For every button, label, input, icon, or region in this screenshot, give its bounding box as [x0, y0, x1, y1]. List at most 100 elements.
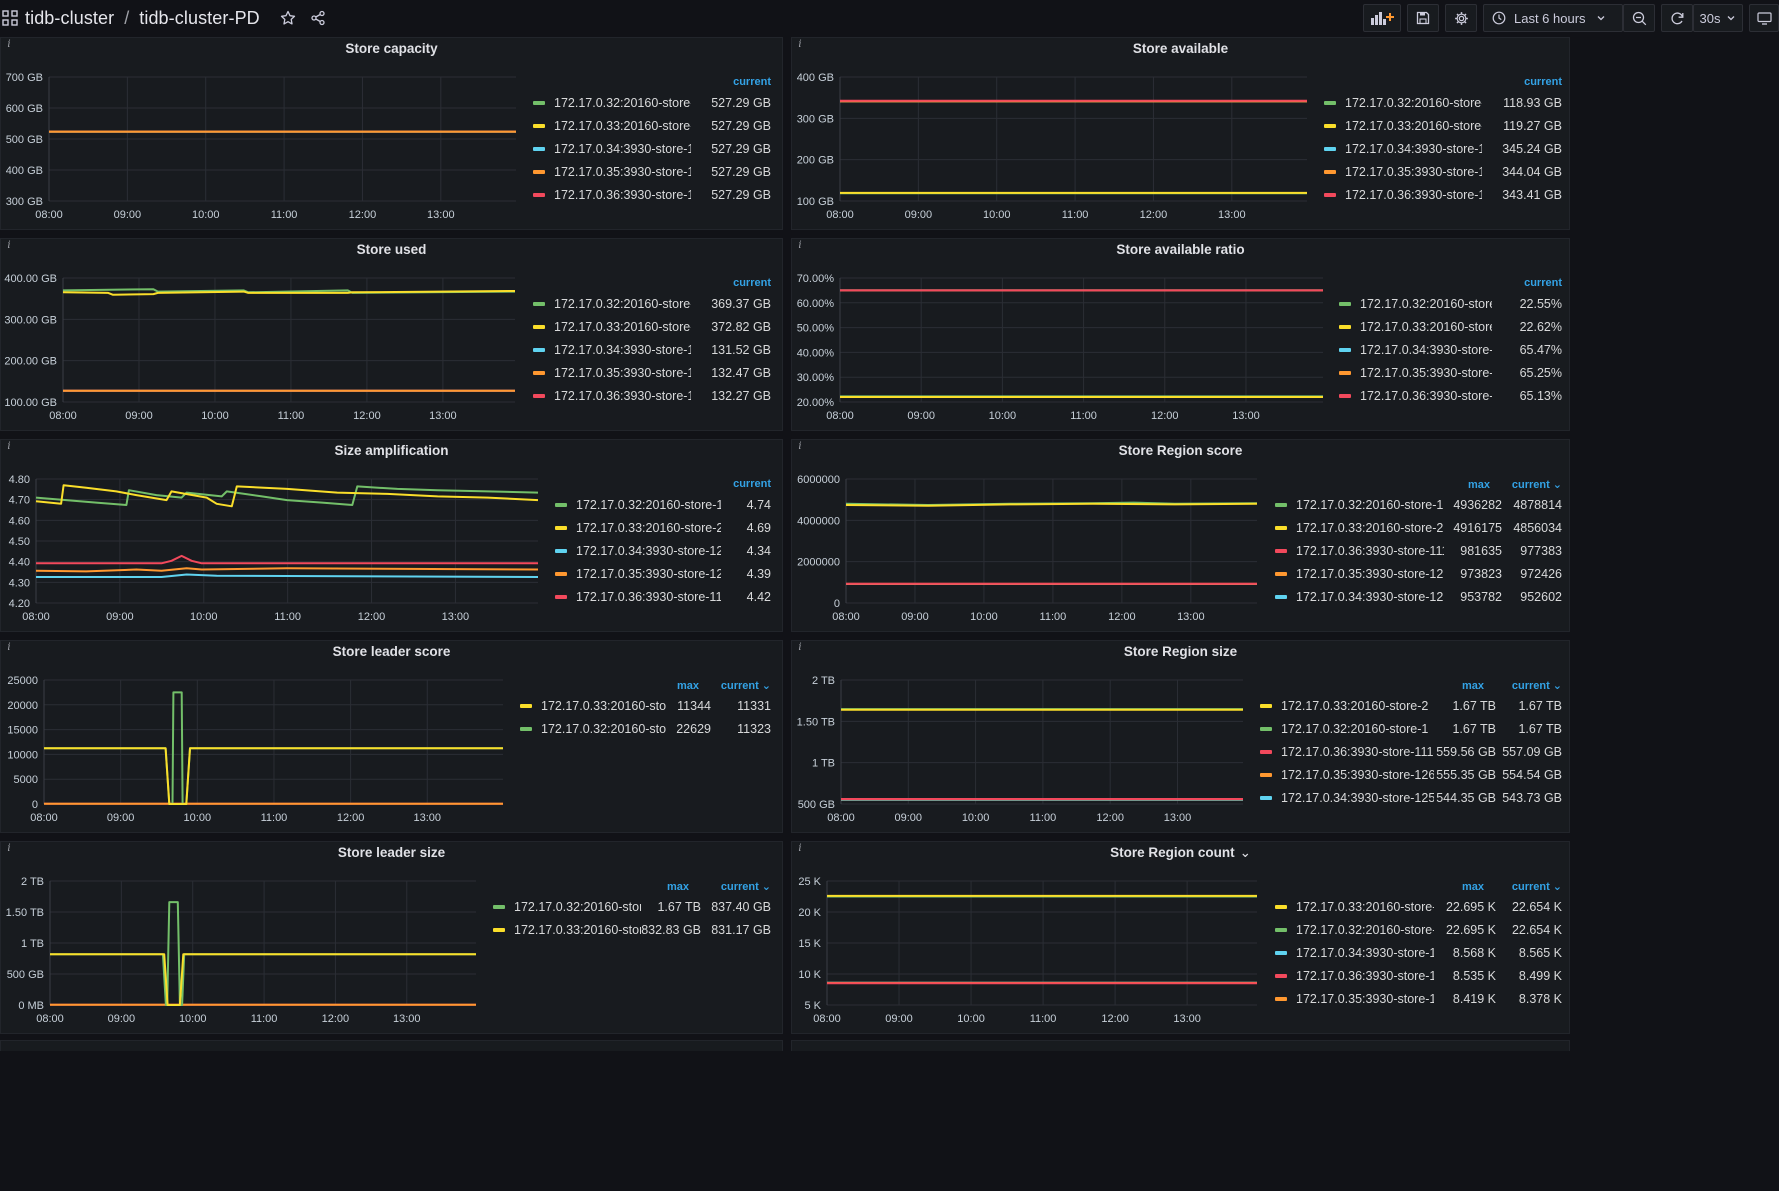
- panel-info-icon[interactable]: i: [7, 240, 11, 251]
- legend-item[interactable]: 172.17.0.35:3930-store-126 8.419 K 8.378 K: [1275, 989, 1562, 1009]
- panel-info-icon[interactable]: i: [798, 642, 802, 653]
- star-icon[interactable]: [278, 8, 298, 28]
- legend-column-current[interactable]: current ⌄: [699, 679, 771, 692]
- panel-title[interactable]: Store capacity: [1, 41, 782, 56]
- panel-title[interactable]: Store used: [1, 242, 782, 257]
- panel-info-icon[interactable]: i: [7, 39, 11, 50]
- legend-item[interactable]: 172.17.0.36:3930-store-111384 65.13%: [1339, 386, 1562, 406]
- panel-title[interactable]: Store Region count ⌄: [792, 845, 1569, 861]
- legend-color-swatch[interactable]: [1324, 170, 1336, 174]
- legend-color-swatch[interactable]: [555, 503, 567, 507]
- legend-item[interactable]: 172.17.0.34:3930-store-125 4.34: [555, 541, 771, 561]
- panel-title[interactable]: Size amplification: [1, 443, 782, 458]
- legend-item[interactable]: 172.17.0.36:3930-store-111384 527.29 GB: [533, 185, 771, 205]
- add-panel-button[interactable]: [1363, 4, 1401, 32]
- legend-color-swatch[interactable]: [533, 348, 545, 352]
- graph-plot[interactable]: 25 K 20 K 15 K 10 K 5 K08:00 09:00 10:00 11:00 1…: [792, 842, 1569, 1034]
- legend-column-current[interactable]: current: [691, 277, 771, 289]
- legend-color-swatch[interactable]: [1260, 704, 1272, 708]
- legend-item[interactable]: 172.17.0.33:20160-store-2 4916175 4856034: [1275, 518, 1562, 538]
- panel-info-icon[interactable]: i: [798, 843, 802, 854]
- panel-title[interactable]: Store available ratio: [792, 242, 1569, 257]
- legend-item[interactable]: 172.17.0.32:20160-store-1 22.55%: [1339, 294, 1562, 314]
- legend-color-swatch[interactable]: [1260, 796, 1272, 800]
- legend-item[interactable]: 172.17.0.33:20160-store-2 1.67 TB 1.67 TB: [1260, 696, 1562, 716]
- legend-column-max[interactable]: max: [1422, 680, 1484, 692]
- panel-store-region-score[interactable]: i Store Region score 6000000 4000000 2000000…: [791, 439, 1570, 632]
- panel-store-available[interactable]: i Store available 400 GB 300 GB 200 GB 100 GB…: [791, 37, 1570, 230]
- legend-item[interactable]: 172.17.0.36:3930-store-111384 4.42: [555, 587, 771, 607]
- legend-item[interactable]: 172.17.0.34:3930-store-125 8.568 K 8.565 K: [1275, 943, 1562, 963]
- panel-store-leader-size[interactable]: i Store leader size 2 TB 1.50 TB 1 TB 500 GB 0…: [0, 841, 783, 1034]
- legend-column-current[interactable]: current: [691, 76, 771, 88]
- legend-item[interactable]: 172.17.0.32:20160-store-1 4.74: [555, 495, 771, 515]
- legend-item[interactable]: 172.17.0.33:20160-store-2 527.29 GB: [533, 116, 771, 136]
- zoom-out-button[interactable]: [1623, 4, 1655, 32]
- legend-column-current[interactable]: current: [1482, 76, 1562, 88]
- save-dashboard-button[interactable]: [1407, 4, 1439, 32]
- legend-color-swatch[interactable]: [533, 394, 545, 398]
- legend-color-swatch[interactable]: [1275, 905, 1287, 909]
- legend-item[interactable]: 172.17.0.32:20160-store-1 1.67 TB 1.67 TB: [1260, 719, 1562, 739]
- legend-color-swatch[interactable]: [1324, 147, 1336, 151]
- legend-color-swatch[interactable]: [555, 526, 567, 530]
- legend-color-swatch[interactable]: [1260, 773, 1272, 777]
- legend-item[interactable]: 172.17.0.36:3930-store-111384 8.535 K 8.49…: [1275, 966, 1562, 986]
- legend-item[interactable]: 172.17.0.34:3930-store-125 527.29 GB: [533, 139, 771, 159]
- legend-column-current[interactable]: current: [721, 478, 771, 490]
- legend-item[interactable]: 172.17.0.33:20160-store-2 372.82 GB: [533, 317, 771, 337]
- panel-store-region-size[interactable]: i Store Region size 2 TB 1.50 TB 1 TB 500 GB 0…: [791, 640, 1570, 833]
- panel-menu-chevron-icon[interactable]: ⌄: [1239, 845, 1251, 860]
- legend-item[interactable]: 172.17.0.35:3930-store-126 555.35 GB 554.5…: [1260, 765, 1562, 785]
- legend-item[interactable]: 172.17.0.32:20160-store-1 4936282 4878814: [1275, 495, 1562, 515]
- legend-color-swatch[interactable]: [520, 704, 532, 708]
- graph-plot[interactable]: 400.00 GB 300.00 GB 200.00 GB 100.00 GB08:0…: [1, 239, 782, 431]
- legend-color-swatch[interactable]: [533, 325, 545, 329]
- legend-column-max[interactable]: max: [1422, 881, 1484, 893]
- panel-title[interactable]: Store leader size: [1, 845, 782, 860]
- legend-color-swatch[interactable]: [520, 727, 532, 731]
- panel-store-capacity[interactable]: i Store capacity 700 GB 600 GB 500 GB 400 GB 3…: [0, 37, 783, 230]
- legend-column-current[interactable]: current ⌄: [1490, 478, 1562, 491]
- panel-store-used[interactable]: i Store used 400.00 GB 300.00 GB 200.00 GB 10…: [0, 238, 783, 431]
- legend-color-swatch[interactable]: [493, 928, 505, 932]
- legend-item[interactable]: 172.17.0.32:20160-store-1 527.29 GB: [533, 93, 771, 113]
- legend-color-swatch[interactable]: [493, 905, 505, 909]
- panel-title[interactable]: Store Region score: [792, 443, 1569, 458]
- legend-item[interactable]: 172.17.0.35:3930-store-126 344.04 GB: [1324, 162, 1562, 182]
- panel-info-icon[interactable]: i: [7, 441, 11, 452]
- legend-color-swatch[interactable]: [555, 572, 567, 576]
- legend-color-swatch[interactable]: [1260, 727, 1272, 731]
- legend-column-current[interactable]: current ⌄: [1484, 679, 1562, 692]
- legend-color-swatch[interactable]: [533, 193, 545, 197]
- legend-item[interactable]: 172.17.0.34:3930-store-125 544.35 GB 543.7…: [1260, 788, 1562, 808]
- legend-item[interactable]: 172.17.0.35:3930-store-126 973823 972426: [1275, 564, 1562, 584]
- legend-column-current[interactable]: current ⌄: [689, 880, 771, 893]
- legend-item[interactable]: 172.17.0.35:3930-store-126 132.47 GB: [533, 363, 771, 383]
- legend-item[interactable]: 172.17.0.33:20160-store-2 22.62%: [1339, 317, 1562, 337]
- legend-color-swatch[interactable]: [1339, 394, 1351, 398]
- apps-grid-icon[interactable]: [0, 8, 20, 28]
- legend-item[interactable]: 172.17.0.34:3930-store-125 65.47%: [1339, 340, 1562, 360]
- legend-color-swatch[interactable]: [1339, 325, 1351, 329]
- breadcrumb-dashboard-title[interactable]: tidb-cluster-PD: [139, 7, 260, 28]
- legend-color-swatch[interactable]: [1275, 572, 1287, 576]
- legend-color-swatch[interactable]: [1339, 348, 1351, 352]
- legend-item[interactable]: 172.17.0.32:20160-store-1 369.37 GB: [533, 294, 771, 314]
- tv-mode-button[interactable]: [1749, 4, 1779, 32]
- legend-color-swatch[interactable]: [533, 371, 545, 375]
- legend-color-swatch[interactable]: [1324, 193, 1336, 197]
- legend-item[interactable]: 172.17.0.34:3930-store-125 953782 952602: [1275, 587, 1562, 607]
- legend-item[interactable]: 172.17.0.36:3930-store-111384 981635 97738…: [1275, 541, 1562, 561]
- legend-item[interactable]: 172.17.0.35:3930-store-126 65.25%: [1339, 363, 1562, 383]
- legend-item[interactable]: 172.17.0.36:3930-store-111384 132.27 GB: [533, 386, 771, 406]
- legend-item[interactable]: 172.17.0.33:20160-store-2832.83 GB 831.17…: [493, 920, 771, 940]
- legend-color-swatch[interactable]: [1324, 101, 1336, 105]
- legend-color-swatch[interactable]: [1275, 549, 1287, 553]
- legend-item[interactable]: 172.17.0.32:20160-store-1 22.695 K 22.654 …: [1275, 920, 1562, 940]
- share-icon[interactable]: [308, 8, 328, 28]
